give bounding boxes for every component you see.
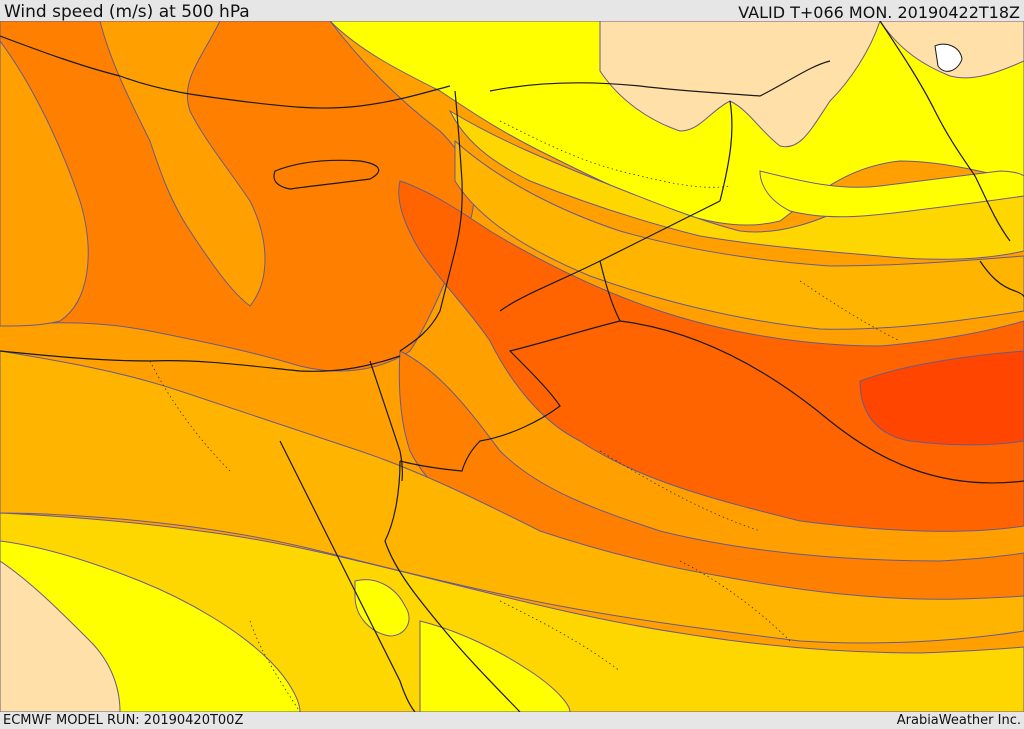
band-yellow-redsea [354,579,410,637]
border-iraq-syria-south [719,100,733,202]
map-canvas [0,21,1024,712]
country-borders [0,21,1024,712]
band-light-orange-south [0,350,1024,644]
wind-speed-fill-bands [0,21,1024,712]
band-gold-north [448,109,1024,260]
border-jordan-saudi [399,320,621,472]
island-cyprus [273,159,380,190]
coastline-red-sea-west [279,440,416,712]
coastline-red-sea-east [384,460,521,712]
border-egypt-israel [369,360,403,482]
credit-label: ArabiaWeather Inc. [896,713,1021,728]
wind-speed-map [0,21,1024,712]
border-saudi-north [599,260,1024,484]
map-footer: ECMWF MODEL RUN: 20190420T00Z ArabiaWeat… [0,712,1024,729]
coastline-egypt [0,350,401,372]
border-iran-iraq [879,21,1011,242]
water-features [934,43,963,72]
coastline-north-mediterranean [0,35,451,109]
band-upper-left-light [99,21,266,307]
band-peach-southwest [0,560,121,712]
band-yellow-arabia [419,620,571,712]
border-syria-iraq [489,60,831,97]
coastline-gulf [979,260,1024,298]
map-header: Wind speed (m/s) at 500 hPa VALID T+066 … [0,0,1024,22]
band-upper-left-light-2 [0,40,89,327]
band-yellow-east [759,170,1024,218]
valid-time: VALID T+066 MON. 20190422T18Z [738,3,1020,22]
lake-van [934,43,963,72]
band-jet-core-red [859,350,1024,446]
band-north-peach [599,21,881,148]
border-jordan-iraq [499,200,721,312]
model-run: ECMWF MODEL RUN: 20190420T00Z [3,713,244,728]
band-jet-orange-red [398,180,1024,532]
coastline-levant [399,90,463,352]
map-title: Wind speed (m/s) at 500 hPa [4,2,250,22]
internal-boundaries [149,120,901,712]
